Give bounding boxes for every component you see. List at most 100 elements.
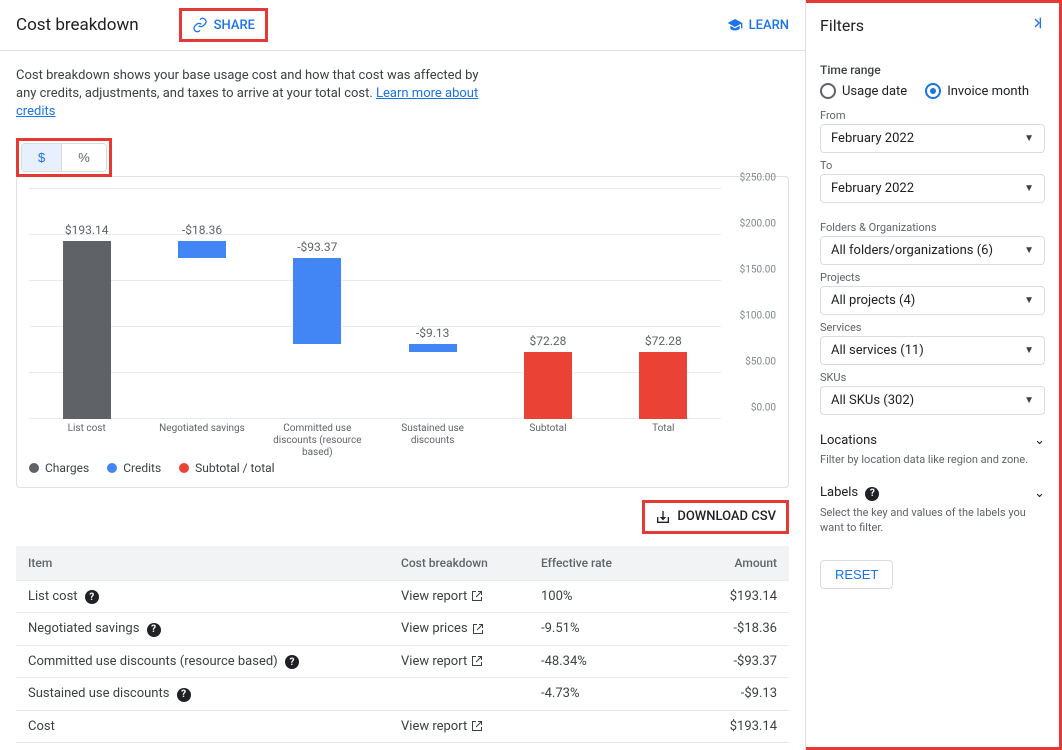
y-tick: $100.00 xyxy=(740,310,776,321)
toggle-percent[interactable]: % xyxy=(61,144,106,171)
table-header: Amount xyxy=(669,546,789,581)
projects-label: Projects xyxy=(820,271,1045,284)
bar xyxy=(178,241,226,258)
item-cell: List cost ? xyxy=(16,580,389,613)
toggle-dollar[interactable]: $ xyxy=(22,144,61,171)
bar xyxy=(63,241,111,419)
services-select[interactable]: All services (11)▼ xyxy=(820,336,1045,365)
bar-value-label: $72.28 xyxy=(645,334,682,348)
share-button[interactable]: SHARE xyxy=(179,8,268,42)
folders-label: Folders & Organizations xyxy=(820,221,1045,234)
table-row: Committed use discounts (resource based)… xyxy=(16,645,789,678)
bar-slot: -$18.36 xyxy=(144,189,259,419)
chevron-down-icon: ⌄ xyxy=(1034,433,1045,448)
rate-cell: 100% xyxy=(529,580,669,613)
legend-item: Charges xyxy=(29,461,89,475)
table-row: Sustained use discounts ?-4.73%-$9.13 xyxy=(16,678,789,711)
bar-value-label: -$93.37 xyxy=(297,240,337,254)
help-icon[interactable]: ? xyxy=(285,655,299,669)
help-icon[interactable]: ? xyxy=(85,590,99,604)
services-label: Services xyxy=(820,321,1045,334)
legend-swatch xyxy=(179,463,189,473)
rate-cell: -9.51% xyxy=(529,613,669,646)
filters-panel: Filters Time range Usage date Invoice mo… xyxy=(806,0,1062,750)
table-header: Cost breakdown xyxy=(389,546,529,581)
rate-cell: -4.73% xyxy=(529,678,669,711)
chevron-down-icon: ▼ xyxy=(1024,183,1034,194)
bar-slot: -$93.37 xyxy=(260,189,375,419)
skus-select[interactable]: All SKUs (302)▼ xyxy=(820,386,1045,415)
chevron-down-icon: ▼ xyxy=(1024,295,1034,306)
y-tick: $250.00 xyxy=(740,172,776,183)
bar-slot: $193.14 xyxy=(29,189,144,419)
item-cell: Committed use discounts (resource based)… xyxy=(16,645,389,678)
y-tick: $150.00 xyxy=(740,264,776,275)
chevron-down-icon: ▼ xyxy=(1024,345,1034,356)
help-icon[interactable]: ? xyxy=(865,487,879,501)
collapse-filters-icon[interactable] xyxy=(1029,15,1045,35)
projects-select[interactable]: All projects (4)▼ xyxy=(820,286,1045,315)
labels-expand[interactable]: Labels ? ⌄ xyxy=(820,485,1045,501)
download-icon xyxy=(655,509,671,525)
help-icon[interactable]: ? xyxy=(177,688,191,702)
view-link[interactable]: View report xyxy=(401,589,483,604)
header: Cost breakdown SHARE LEARN xyxy=(0,0,805,51)
rate-cell xyxy=(529,710,669,742)
learn-icon xyxy=(727,17,743,33)
x-tick: Negotiated savings xyxy=(144,421,259,449)
table-row: List cost ?View report 100%$193.14 xyxy=(16,580,789,613)
to-select[interactable]: February 2022▼ xyxy=(820,174,1045,203)
x-tick: List cost xyxy=(29,421,144,449)
item-cell: Sustained use discounts ? xyxy=(16,678,389,711)
y-tick: $50.00 xyxy=(745,356,776,367)
radio-usage-date[interactable]: Usage date xyxy=(820,83,907,99)
view-link[interactable]: View prices xyxy=(401,621,484,636)
download-csv-button[interactable]: DOWNLOAD CSV xyxy=(642,500,789,534)
view-link[interactable]: View report xyxy=(401,719,483,734)
share-label: SHARE xyxy=(214,18,255,33)
chevron-down-icon: ▼ xyxy=(1024,395,1034,406)
item-cell: Total savings (negotiated savings, disco… xyxy=(16,742,389,750)
folders-select[interactable]: All folders/organizations (6)▼ xyxy=(820,236,1045,265)
chart-legend: ChargesCreditsSubtotal / total xyxy=(29,457,776,487)
bar xyxy=(524,352,572,418)
bar-value-label: -$9.13 xyxy=(416,326,449,340)
radio-invoice-month[interactable]: Invoice month xyxy=(925,83,1029,99)
to-label: To xyxy=(820,159,1045,172)
table-header: Item xyxy=(16,546,389,581)
bar-slot: -$9.13 xyxy=(375,189,490,419)
x-tick: Sustained use discounts xyxy=(375,421,490,449)
view-link[interactable]: View report xyxy=(401,654,483,669)
labels-help: Select the key and values of the labels … xyxy=(820,505,1045,536)
amount-cell: -$93.37 xyxy=(669,645,789,678)
legend-swatch xyxy=(29,463,39,473)
unit-toggle-highlight: $ % xyxy=(16,138,112,177)
amount-cell: -$120.86 xyxy=(669,742,789,750)
x-tick: Committed use discounts (resource based) xyxy=(260,421,375,449)
from-select[interactable]: February 2022▼ xyxy=(820,124,1045,153)
from-label: From xyxy=(820,109,1045,122)
bar xyxy=(293,258,341,344)
chevron-down-icon: ▼ xyxy=(1024,133,1034,144)
reset-button[interactable]: RESET xyxy=(820,560,893,589)
page-title: Cost breakdown xyxy=(16,15,139,35)
bar-value-label: -$18.36 xyxy=(182,223,222,237)
time-range-label: Time range xyxy=(820,63,1045,77)
learn-button[interactable]: LEARN xyxy=(727,17,789,33)
locations-help: Filter by location data like region and … xyxy=(820,452,1045,467)
x-tick: Total xyxy=(606,421,721,449)
bar xyxy=(409,344,457,352)
y-tick: $200.00 xyxy=(740,218,776,229)
amount-cell: $193.14 xyxy=(669,710,789,742)
locations-expand[interactable]: Locations ⌄ xyxy=(820,433,1045,448)
table-row: Total savings (negotiated savings, disco… xyxy=(16,742,789,750)
legend-item: Subtotal / total xyxy=(179,461,274,475)
unit-toggle: $ % xyxy=(21,143,107,172)
download-csv-label: DOWNLOAD CSV xyxy=(677,509,776,524)
table-row: Negotiated savings ?View prices -9.51%-$… xyxy=(16,613,789,646)
legend-swatch xyxy=(107,463,117,473)
link-icon xyxy=(192,17,208,33)
item-cell: Negotiated savings ? xyxy=(16,613,389,646)
x-tick: Subtotal xyxy=(490,421,605,449)
help-icon[interactable]: ? xyxy=(147,623,161,637)
